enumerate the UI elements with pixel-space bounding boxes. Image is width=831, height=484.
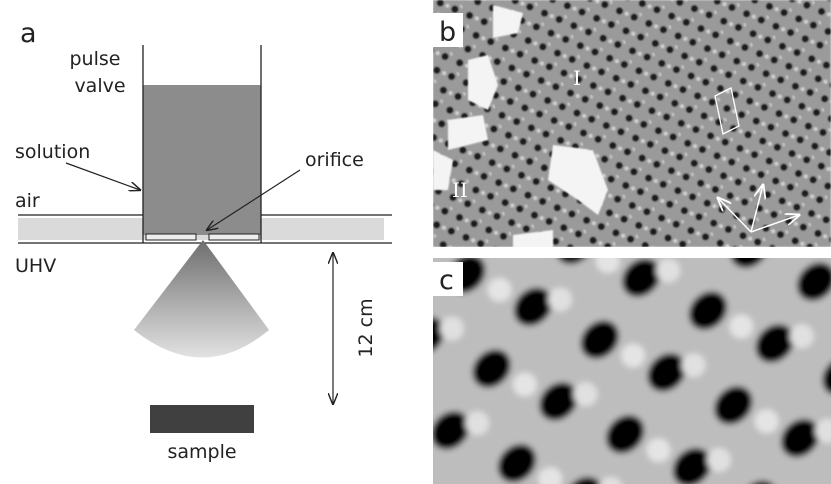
panel-label: a (20, 18, 37, 49)
label: 12 cm (355, 298, 377, 357)
domain-label: I (573, 66, 581, 90)
panel-label: b (439, 17, 456, 48)
valve-seat (209, 234, 259, 240)
figure: a pulse valve solution orifice air UHV 1… (0, 0, 831, 484)
label: pulse (70, 48, 121, 70)
solution-fill (143, 85, 261, 235)
panel-b: b I II (433, 0, 831, 250)
label: orifice (305, 149, 364, 171)
panel-a: a pulse valve solution orifice air UHV 1… (15, 18, 392, 463)
panel-label: c (439, 265, 454, 296)
label: valve (74, 75, 125, 97)
sample-block (150, 405, 254, 433)
label: air (15, 190, 40, 212)
panel-c: c (413, 238, 831, 484)
label: UHV (15, 255, 56, 277)
arrow (66, 163, 140, 190)
label: solution (15, 141, 90, 163)
domain-label: II (452, 178, 468, 202)
label: sample (167, 441, 236, 463)
valve-seat (146, 234, 196, 240)
spray-cone (134, 240, 269, 358)
stm-image (413, 238, 831, 484)
stm-image (433, 0, 831, 247)
